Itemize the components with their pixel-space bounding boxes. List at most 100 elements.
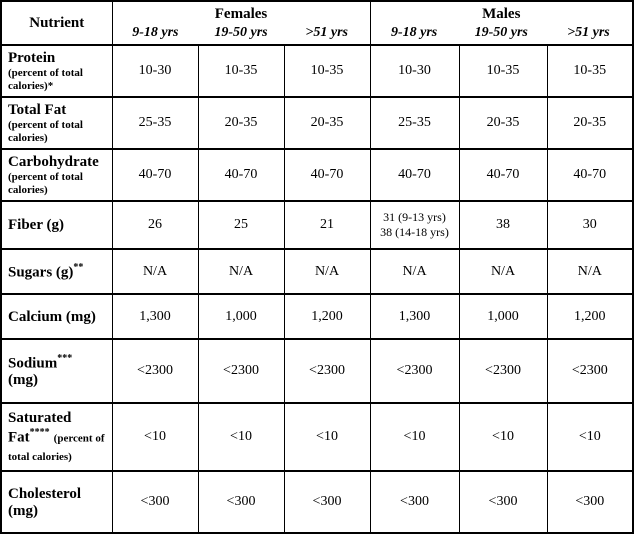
table-cell: 31 (9-13 yrs) 38 (14-18 yrs) [369, 200, 460, 250]
table-cell: 38 [458, 200, 548, 250]
row-unit: (mg) [8, 502, 38, 519]
age-header: 9-18 yrs [390, 25, 438, 40]
row-unit: (mg) [8, 372, 38, 389]
row-label: Carbohydrate (percent of total calories) [0, 148, 113, 202]
row-note: (percent of total calories)* [8, 67, 83, 92]
row-label: Sugars (g)** [0, 248, 113, 295]
table-row-cholesterol: Cholesterol (mg) <300 <300 <300 <300 <30… [0, 470, 634, 534]
row-label: Fiber (g) [0, 200, 113, 250]
table-cell: 25-35 [369, 96, 460, 150]
table-cell: 26 [111, 200, 199, 250]
table-cell: 20-35 [283, 96, 371, 150]
row-label: Cholesterol (mg) [0, 470, 113, 534]
age-subheaders-females: 9-18 yrs 19-50 yrs >51 yrs [113, 23, 370, 42]
table-cell: <300 [369, 470, 460, 534]
row-name: Total Fat [8, 102, 67, 118]
group-label-males: Males [482, 6, 521, 22]
table-row-sodium: Sodium*** (mg) <2300 <2300 <2300 <2300 <… [0, 338, 634, 404]
table-cell: 25-35 [111, 96, 199, 150]
table-cell: 1,200 [546, 293, 634, 340]
table-cell: 21 [283, 200, 371, 250]
group-label-females: Females [214, 6, 268, 22]
row-name: Saturated Fat [8, 410, 72, 446]
table-cell: N/A [458, 248, 548, 295]
table-cell: 10-35 [458, 44, 548, 98]
table-cell: N/A [197, 248, 285, 295]
table-cell: 1,300 [369, 293, 460, 340]
table-row-total-fat: Total Fat (percent of total calories) 25… [0, 96, 634, 150]
table-cell: 1,300 [111, 293, 199, 340]
table-cell: <10 [197, 402, 285, 472]
row-label: Total Fat (percent of total calories) [0, 96, 113, 150]
table-cell: <10 [111, 402, 199, 472]
table-cell: 30 [546, 200, 634, 250]
table-cell: <10 [369, 402, 460, 472]
row-label: Protein (percent of total calories)* [0, 44, 113, 98]
table-cell: 10-30 [111, 44, 199, 98]
table-row-saturated-fat: Saturated Fat**** (percent of total calo… [0, 402, 634, 472]
row-name: Carbohydrate [8, 154, 99, 170]
table-row-protein: Protein (percent of total calories)* 10-… [0, 44, 634, 98]
table-cell: 1,000 [458, 293, 548, 340]
column-group-females: Females 9-18 yrs 19-50 yrs >51 yrs [111, 0, 371, 46]
age-header: >51 yrs [567, 25, 610, 40]
table-cell: <300 [111, 470, 199, 534]
table-row-carbohydrate: Carbohydrate (percent of total calories)… [0, 148, 634, 202]
table-cell: 1,200 [283, 293, 371, 340]
table-cell: <2300 [458, 338, 548, 404]
table-cell: <2300 [111, 338, 199, 404]
row-name: Calcium (mg) [8, 308, 96, 325]
age-header: 9-18 yrs [132, 25, 179, 40]
table-cell: <10 [546, 402, 634, 472]
table-cell: N/A [546, 248, 634, 295]
header-row: Nutrient Females 9-18 yrs 19-50 yrs >51 … [0, 0, 634, 46]
row-asterisks: **** [29, 427, 50, 439]
row-name: Sugars (g) [8, 264, 74, 281]
table-cell: 40-70 [458, 148, 548, 202]
row-name: Fiber (g) [8, 217, 64, 233]
row-note: (percent of total calories) [8, 171, 83, 196]
table-cell: <2300 [369, 338, 460, 404]
table-cell: <2300 [197, 338, 285, 404]
table-cell: 40-70 [111, 148, 199, 202]
row-name: Cholesterol [8, 485, 82, 502]
row-label: Sodium*** (mg) [0, 338, 113, 404]
row-name: Protein [8, 50, 56, 66]
table-cell: 40-70 [197, 148, 285, 202]
table-row-calcium: Calcium (mg) 1,300 1,000 1,200 1,300 1,0… [0, 293, 634, 340]
table-cell: 20-35 [458, 96, 548, 150]
row-asterisks: *** [57, 352, 73, 364]
table-cell: 10-35 [283, 44, 371, 98]
table-cell: <300 [458, 470, 548, 534]
table-cell: 1,000 [197, 293, 285, 340]
table-cell: 10-35 [546, 44, 634, 98]
table-cell: <300 [546, 470, 634, 534]
row-asterisks: ** [73, 261, 84, 273]
table-cell: <2300 [283, 338, 371, 404]
table-cell: 25 [197, 200, 285, 250]
row-note: (percent of total calories) [8, 432, 105, 463]
age-subheaders-males: 9-18 yrs 19-50 yrs >51 yrs [371, 23, 633, 42]
table-cell: 40-70 [283, 148, 371, 202]
table-cell: <2300 [546, 338, 634, 404]
table-row-sugars: Sugars (g)** N/A N/A N/A N/A N/A N/A [0, 248, 634, 295]
age-header: >51 yrs [305, 25, 348, 40]
column-group-males: Males 9-18 yrs 19-50 yrs >51 yrs [369, 0, 634, 46]
table-cell: N/A [369, 248, 460, 295]
age-header: 19-50 yrs [214, 25, 268, 40]
table-cell: <10 [283, 402, 371, 472]
table-cell: 20-35 [197, 96, 285, 150]
table-cell: <10 [458, 402, 548, 472]
row-label: Calcium (mg) [0, 293, 113, 340]
table-cell: N/A [283, 248, 371, 295]
nutrient-column-header: Nutrient [0, 0, 113, 46]
age-header: 19-50 yrs [474, 25, 528, 40]
row-note: (percent of total calories) [8, 119, 83, 144]
table-cell: N/A [111, 248, 199, 295]
table-cell: 10-30 [369, 44, 460, 98]
table-cell: 20-35 [546, 96, 634, 150]
table-cell: 40-70 [546, 148, 634, 202]
row-name: Sodium [8, 355, 58, 372]
